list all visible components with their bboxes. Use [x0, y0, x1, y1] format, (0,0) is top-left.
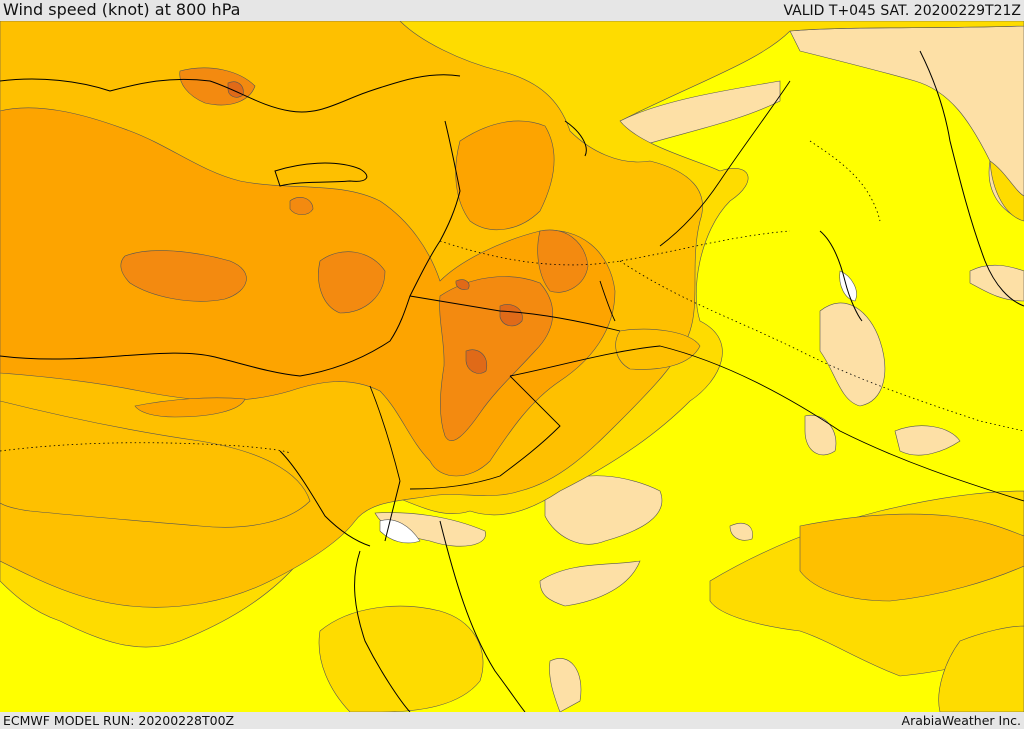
- wind-speed-map: [0, 21, 1024, 712]
- footer-bar: ECMWF MODEL RUN: 20200228T00Z ArabiaWeat…: [0, 712, 1024, 729]
- country-borders: [0, 140, 1024, 454]
- provider-credit: ArabiaWeather Inc.: [901, 713, 1021, 728]
- valid-time: VALID T+045 SAT. 20200229T21Z: [783, 3, 1021, 19]
- map-title: Wind speed (knot) at 800 hPa: [3, 0, 241, 19]
- coastlines: [0, 50, 1024, 712]
- wind-band-4: [120, 67, 589, 441]
- model-run: ECMWF MODEL RUN: 20200228T00Z: [3, 713, 235, 728]
- region-borders: [369, 80, 1024, 502]
- header-bar: Wind speed (knot) at 800 hPa VALID T+045…: [0, 0, 1024, 21]
- wind-band-5: [227, 81, 523, 374]
